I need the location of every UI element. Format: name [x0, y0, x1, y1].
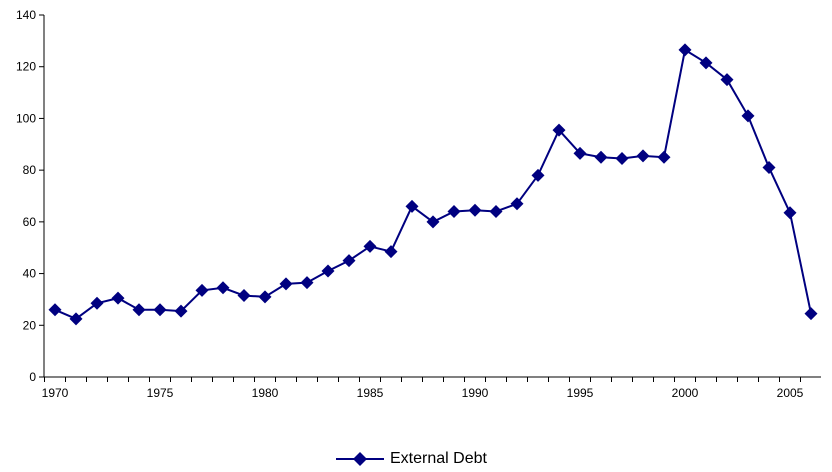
x-tick-label: 1990 [462, 386, 489, 400]
y-tick-label: 80 [23, 163, 37, 177]
data-point-marker [300, 276, 314, 290]
data-point-marker [573, 146, 587, 160]
data-point-marker [90, 296, 104, 310]
x-tick-label: 1970 [42, 386, 69, 400]
data-point-marker [237, 289, 251, 303]
data-point-marker [447, 205, 461, 219]
y-tick-label: 20 [23, 318, 37, 332]
data-point-marker [510, 197, 524, 211]
data-point-marker [783, 206, 797, 220]
data-point-marker [594, 150, 608, 164]
series-line [54, 48, 812, 320]
y-tick-label: 60 [23, 215, 37, 229]
chart-axes [39, 14, 821, 382]
data-point-marker [468, 203, 482, 217]
legend-swatch-external-debt [336, 452, 384, 466]
data-point-marker [636, 149, 650, 163]
data-point-marker [489, 205, 503, 219]
data-point-marker [384, 245, 398, 259]
x-tick-label: 1985 [357, 386, 384, 400]
y-tick-label: 100 [16, 111, 36, 125]
data-point-marker [552, 123, 566, 137]
data-point-marker [195, 283, 209, 297]
data-point-marker [531, 168, 545, 182]
data-point-marker [174, 304, 188, 318]
data-point-marker [699, 56, 713, 70]
x-tick-labels: 1970 1975 1980 1985 1990 1995 2000 2005 [42, 386, 804, 400]
data-point-marker [69, 312, 83, 326]
y-tick-labels: 0 20 40 60 80 100 120 140 [16, 8, 36, 384]
x-tick-label: 2000 [672, 386, 699, 400]
data-point-marker [741, 109, 755, 123]
data-point-marker [132, 303, 146, 317]
data-point-marker [720, 73, 734, 87]
x-tick-label: 1995 [567, 386, 594, 400]
data-point-marker [48, 303, 62, 317]
data-point-marker [678, 43, 692, 57]
legend-label-external-debt: External Debt [390, 450, 487, 467]
data-point-marker [321, 264, 335, 278]
x-tick-label: 1975 [147, 386, 174, 400]
data-point-marker [657, 150, 671, 164]
data-point-marker [279, 277, 293, 291]
data-point-marker [216, 281, 230, 295]
data-point-marker [615, 152, 629, 166]
x-tick-label: 2005 [777, 386, 804, 400]
y-tick-label: 40 [23, 267, 37, 281]
data-point-marker [111, 291, 125, 305]
x-tick-label: 1980 [252, 386, 279, 400]
y-tick-label: 0 [29, 370, 36, 384]
data-point-marker [363, 239, 377, 253]
data-point-marker [804, 307, 818, 321]
data-point-marker [405, 199, 419, 213]
data-point-marker [342, 254, 356, 268]
y-tick-label: 120 [16, 60, 36, 74]
data-point-marker [258, 290, 272, 304]
y-tick-label: 140 [16, 8, 36, 22]
legend: External Debt [336, 449, 487, 469]
data-point-marker [762, 161, 776, 175]
data-point-marker [426, 215, 440, 229]
series-external-debt [48, 43, 818, 326]
data-point-marker [153, 303, 167, 317]
